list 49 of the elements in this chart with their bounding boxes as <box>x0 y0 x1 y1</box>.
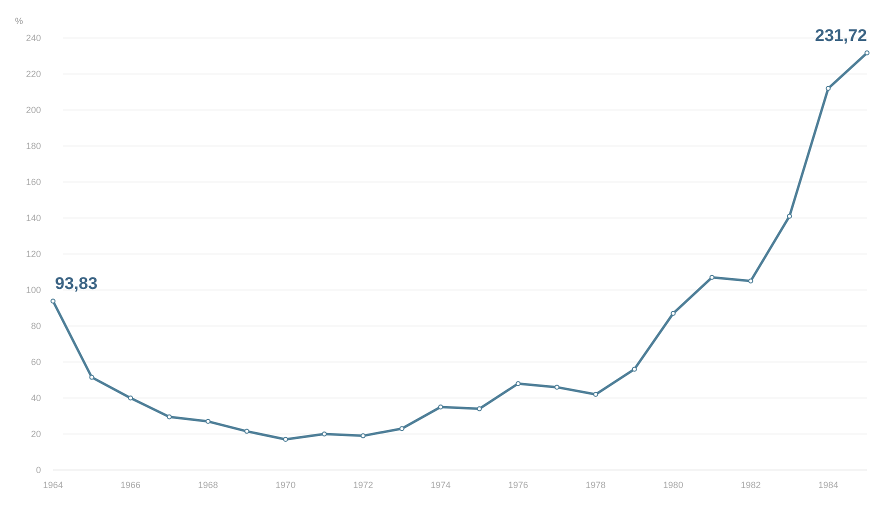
y-tick-label: 60 <box>30 357 41 367</box>
y-tick-label: 20 <box>30 429 41 439</box>
point <box>476 406 482 412</box>
y-axis-title: % <box>15 16 24 26</box>
y-tick-label: 200 <box>26 105 41 115</box>
point <box>399 426 404 432</box>
x-tick-label: 1976 <box>508 480 528 490</box>
x-tick-label: 1964 <box>42 480 64 490</box>
point <box>50 298 56 304</box>
point <box>206 418 211 424</box>
y-tick-label: 100 <box>26 285 41 295</box>
data-label: 93,83 <box>55 274 98 294</box>
y-tick-label: 240 <box>26 33 41 43</box>
x-tick-label: 1966 <box>120 480 141 490</box>
x-tick-label: 1970 <box>276 480 296 490</box>
x-tick-label: 1980 <box>663 480 684 490</box>
x-tick-label: 1982 <box>740 480 761 490</box>
point <box>826 86 831 91</box>
point <box>166 414 172 420</box>
point <box>670 310 676 316</box>
point <box>89 374 94 380</box>
y-tick-label: 120 <box>26 249 41 259</box>
y-tick-label: 80 <box>30 321 41 331</box>
point <box>786 214 792 219</box>
y-tick-label: 160 <box>26 177 41 187</box>
y-tick-label: 40 <box>30 393 41 403</box>
point <box>593 392 598 397</box>
x-tick-label: 1968 <box>198 480 218 490</box>
point <box>516 381 521 386</box>
point <box>632 366 637 372</box>
point <box>322 432 327 436</box>
point <box>864 50 870 56</box>
x-tick-label: 1972 <box>353 480 374 490</box>
point <box>244 428 250 434</box>
point <box>748 278 754 284</box>
point <box>360 433 366 438</box>
x-tick-label: 1978 <box>586 480 606 490</box>
y-tick-label: 0 <box>36 465 41 475</box>
point <box>709 274 714 280</box>
point <box>438 404 444 410</box>
y-tick-label: 140 <box>26 213 41 223</box>
y-tick-label: 220 <box>26 69 41 79</box>
data-label: 231,72 <box>815 26 867 45</box>
point <box>554 384 560 390</box>
point <box>283 436 288 442</box>
point <box>128 396 134 400</box>
y-tick-label: 180 <box>26 141 41 151</box>
x-tick-label: 1974 <box>430 480 451 490</box>
x-tick-label: 1984 <box>818 480 838 490</box>
